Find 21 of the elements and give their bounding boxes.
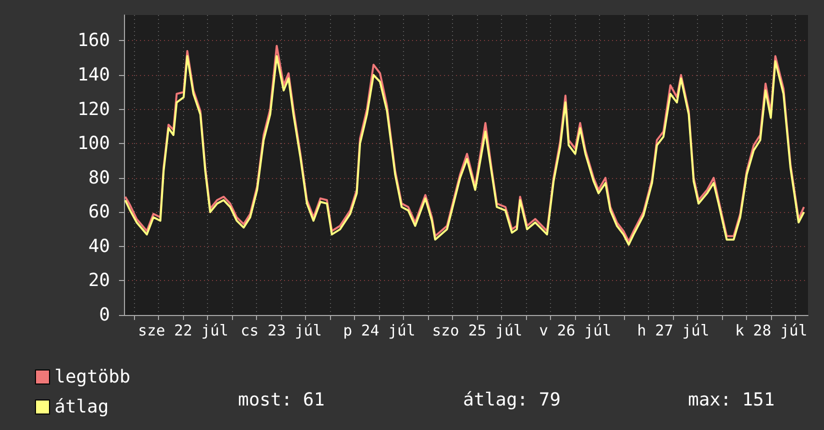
- y-tick-label: 100: [77, 133, 110, 154]
- x-tick-label: szo 25 júl: [432, 322, 522, 340]
- y-tick-label: 0: [99, 304, 110, 326]
- y-tick-label: 160: [77, 30, 110, 52]
- y-tick-label: 40: [88, 236, 110, 257]
- x-tick-label: sze 22 júl: [138, 322, 228, 340]
- x-tick-label: v 26 júl: [539, 322, 612, 340]
- y-tick-label: 120: [77, 98, 110, 120]
- text: átlag: 79: [463, 390, 561, 410]
- x-tick-label: k 28 júl: [735, 322, 808, 340]
- y-tick-label: 140: [77, 64, 110, 86]
- legend-label: legtöbb: [54, 366, 130, 388]
- text: max: 151: [688, 390, 775, 410]
- legend-label: átlag: [54, 396, 109, 418]
- text: most: 61: [238, 390, 325, 410]
- x-tick-label: p 24 júl: [343, 322, 416, 340]
- y-tick-label: 60: [88, 202, 110, 223]
- y-tick-label: 20: [88, 270, 110, 292]
- y-tick-label: 80: [88, 167, 110, 188]
- x-tick-label: cs 23 júl: [240, 322, 322, 340]
- x-tick-label: h 27 júl: [637, 322, 710, 340]
